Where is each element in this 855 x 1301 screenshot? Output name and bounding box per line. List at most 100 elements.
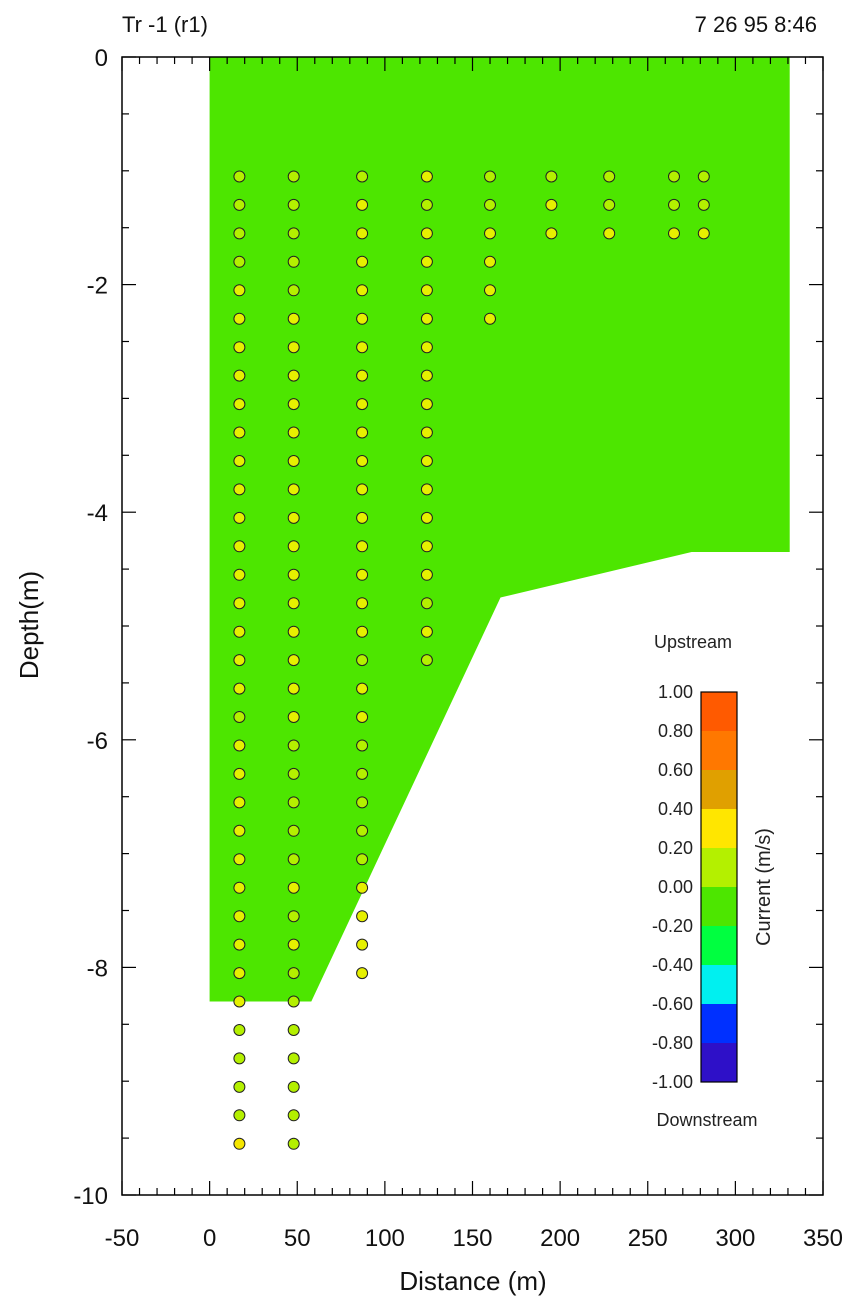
x-tick-label: 250 — [628, 1225, 668, 1252]
colorbar-swatch — [701, 926, 737, 966]
data-point — [287, 341, 300, 354]
data-point — [420, 511, 433, 524]
colorbar-bottom-label: Downstream — [656, 1110, 757, 1130]
x-tick-label: 200 — [540, 1225, 580, 1252]
data-point — [233, 1052, 246, 1065]
x-tick-label: 150 — [452, 1225, 492, 1252]
data-point — [287, 426, 300, 439]
data-point — [484, 198, 496, 211]
data-point — [420, 398, 433, 411]
data-point — [356, 170, 369, 183]
data-point — [287, 853, 300, 866]
data-point — [233, 995, 246, 1008]
data-point — [287, 597, 300, 610]
data-point — [356, 711, 369, 723]
data-point — [287, 1137, 300, 1150]
y-tick-label: -10 — [73, 1183, 108, 1210]
data-point — [420, 483, 433, 496]
colorbar-swatch — [701, 1004, 737, 1044]
data-point — [484, 284, 496, 297]
x-tick-label: 50 — [284, 1225, 311, 1252]
y-tick-label: -8 — [87, 955, 108, 982]
colorbar-swatch — [701, 1043, 737, 1083]
colorbar-title: Current (m/s) — [753, 828, 775, 946]
colorbar-swatch — [701, 887, 737, 927]
data-point — [356, 455, 369, 467]
data-point — [697, 170, 710, 183]
data-point — [420, 426, 433, 439]
data-point — [287, 910, 300, 923]
data-point — [356, 312, 369, 325]
colorbar-tick-label: -0.80 — [652, 1033, 693, 1053]
data-point — [287, 483, 300, 496]
x-tick-label: 100 — [365, 1225, 405, 1252]
data-point — [287, 682, 300, 695]
data-point — [420, 227, 433, 240]
data-point — [356, 853, 369, 866]
colorbar-swatch — [701, 809, 737, 849]
data-point — [233, 1024, 246, 1036]
data-point — [287, 398, 300, 411]
data-point — [287, 170, 300, 183]
y-tick-labels: 0 -2 -4 -6 -8 -10 — [73, 45, 108, 1210]
x-tick-label: 350 — [803, 1225, 843, 1252]
data-point — [233, 284, 246, 297]
data-point — [287, 198, 300, 211]
data-point — [356, 369, 369, 382]
data-point — [420, 341, 433, 354]
data-point — [287, 227, 300, 240]
data-point — [287, 1052, 300, 1065]
colorbar-tick-labels: 1.00 0.80 0.60 0.40 0.20 0.00 -0.20 -0.40 -0.60 -… — [652, 682, 693, 1092]
data-point — [287, 938, 300, 951]
colorbar-swatch — [701, 770, 737, 810]
x-tick-label: 0 — [203, 1225, 216, 1252]
data-point — [356, 426, 369, 439]
data-point — [697, 198, 710, 211]
data-point — [233, 910, 246, 923]
data-point — [356, 796, 369, 809]
data-point — [233, 881, 246, 894]
y-tick-label: -2 — [87, 273, 108, 300]
data-point — [356, 625, 369, 638]
data-point — [356, 767, 369, 780]
data-point — [287, 711, 300, 723]
colorbar-tick-label: 0.20 — [658, 838, 693, 858]
data-point — [233, 455, 246, 467]
colorbar-tick-label: -0.20 — [652, 916, 693, 936]
data-point — [287, 1024, 300, 1036]
data-point — [233, 711, 246, 723]
data-point — [356, 682, 369, 695]
data-point — [484, 170, 496, 183]
data-point — [233, 170, 246, 183]
x-tick-label: -50 — [105, 1225, 140, 1252]
data-point — [287, 967, 300, 980]
data-point — [356, 824, 369, 837]
data-point — [287, 995, 300, 1008]
right-header-label: 7 26 95 8:46 — [694, 12, 817, 37]
data-point — [287, 625, 300, 638]
data-point — [484, 227, 496, 240]
data-point — [233, 938, 246, 951]
data-point — [545, 170, 558, 183]
data-point — [233, 511, 246, 524]
colorbar-swatch — [701, 731, 737, 771]
colorbar-tick-label: 0.00 — [658, 877, 693, 897]
data-point — [420, 369, 433, 382]
colorbar-tick-label: 1.00 — [658, 682, 693, 702]
data-point — [356, 255, 369, 268]
data-point — [420, 625, 433, 638]
data-point — [233, 398, 246, 411]
data-point — [287, 1080, 300, 1093]
data-point — [420, 255, 433, 268]
colorbar-swatches — [701, 692, 737, 1083]
x-tick-labels: -50 0 50 100 150 200 250 300 350 — [105, 1225, 843, 1252]
data-point — [420, 170, 433, 183]
data-point — [233, 227, 246, 240]
data-point — [233, 625, 246, 638]
data-point — [233, 1137, 246, 1150]
data-point — [420, 312, 433, 325]
data-point — [420, 568, 433, 581]
data-point — [356, 483, 369, 496]
x-tick-label: 300 — [715, 1225, 755, 1252]
data-point — [484, 255, 496, 268]
